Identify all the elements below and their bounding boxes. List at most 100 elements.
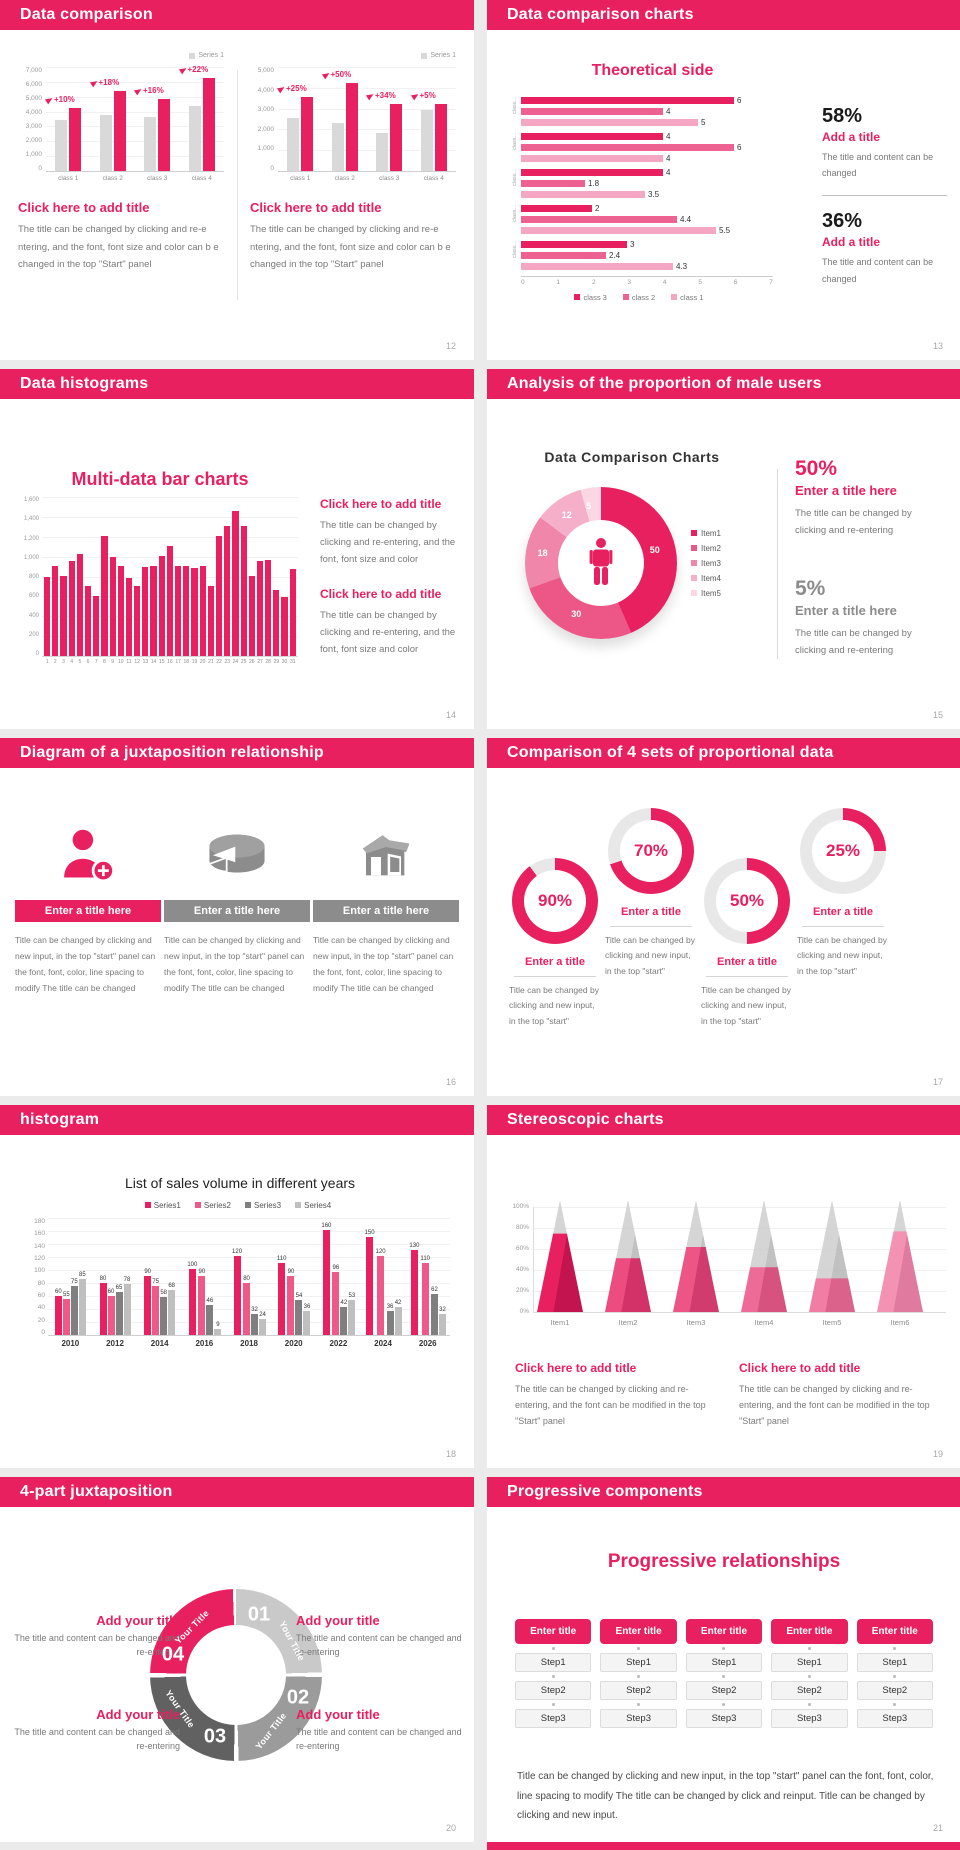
slide-header: Comparison of 4 sets of proportional dat…: [487, 738, 960, 768]
ring-body: Title can be changed by clicking and new…: [605, 935, 695, 976]
bar: [70, 1286, 78, 1335]
growth-label: +5%: [410, 91, 436, 100]
ring-body: Title can be changed by clicking and new…: [509, 985, 599, 1026]
bar: [55, 120, 68, 171]
block-body: The title can be changed by clicking and…: [320, 610, 456, 656]
bar-group: 80 60 65 78: [93, 1218, 138, 1335]
value-label: 24: [259, 1312, 266, 1318]
page-number: 12: [445, 341, 456, 351]
bar: [348, 1300, 356, 1335]
step-box: Step1: [856, 1653, 933, 1672]
bar: [142, 567, 149, 656]
bar-group: class… 4 6 4: [512, 132, 800, 163]
growth-label: +10%: [44, 95, 75, 104]
bar-chart-left: Series 1 7,000 6,000 5,000 4,000 3,000 2,000 1,…: [18, 52, 224, 182]
divider: [610, 926, 692, 927]
block-title: Click here to add title: [18, 200, 150, 215]
bar: [331, 123, 344, 171]
bar: [93, 596, 100, 656]
bar: [248, 576, 255, 656]
value-label: 120: [232, 1249, 243, 1255]
bar: [243, 1283, 251, 1335]
bar-group: 160 96 42 53: [316, 1218, 361, 1335]
block-title: Add your title: [296, 1613, 380, 1628]
page-number: 13: [932, 341, 943, 351]
bar: [215, 536, 223, 656]
stat-title: Enter a title here: [795, 483, 897, 498]
divider: [706, 976, 788, 977]
bar-group: class… 4 1.8 3.5: [512, 168, 800, 199]
step-box: Step3: [856, 1709, 933, 1728]
bar-group: +18%: [89, 67, 136, 171]
value-label: 6: [737, 96, 742, 105]
stat-body: The title and content can be changed: [822, 257, 934, 284]
page-number: 17: [932, 1077, 943, 1087]
slide-12-data-comparison[interactable]: Data comparison Series 1 7,000 6,000 5,000 4…: [0, 0, 474, 360]
slide-header: Progressive components: [487, 1477, 960, 1507]
next-slide-header-peek: [487, 1842, 960, 1850]
block-title: Click here to add title: [250, 200, 382, 215]
bar: [78, 1279, 86, 1335]
stat-percent: 36%: [822, 210, 863, 233]
slide-16-juxtaposition-diagram[interactable]: Diagram of a juxtaposition relationship …: [0, 738, 474, 1096]
bar: [158, 556, 165, 656]
bar: [158, 99, 171, 171]
block-body: The title can be changed by clicking and…: [739, 1384, 930, 1427]
slide-14-data-histograms[interactable]: Data histograms Multi-data bar charts 1,…: [0, 369, 474, 729]
slide-18-histogram[interactable]: histogram List of sales volume in differ…: [0, 1105, 474, 1468]
value-label: 75: [70, 1279, 78, 1285]
baseline: [533, 1312, 946, 1313]
building-icon: [313, 822, 459, 892]
step-box: Step2: [856, 1681, 933, 1700]
value-label: 36: [303, 1304, 311, 1310]
y-tick: 80%: [515, 1224, 529, 1231]
arrow-icon: [276, 84, 287, 93]
y-tick: 0%: [519, 1308, 529, 1315]
pyramid-chart: 100% 80% 60% 40% 20% 0% Item1 Item2 Item3 Item4 It…: [505, 1197, 950, 1347]
enter-title-button[interactable]: Enter title: [685, 1619, 763, 1644]
slide-13-data-comparison-charts[interactable]: Data comparison charts Theoretical side …: [487, 0, 960, 360]
bar-group: 130 110 62 32: [405, 1218, 450, 1335]
category-label: class…: [512, 95, 519, 115]
value-label: 68: [168, 1283, 176, 1289]
value-label: 130: [409, 1243, 420, 1249]
value-label: 42: [394, 1300, 402, 1306]
dot-separator: [637, 1703, 641, 1706]
dot-separator: [637, 1675, 641, 1678]
category-label: class…: [512, 203, 519, 223]
slide-17-proportional-data[interactable]: Comparison of 4 sets of proportional dat…: [487, 738, 960, 1096]
enter-title-button[interactable]: Enter title: [771, 1619, 848, 1644]
bar: [521, 216, 677, 223]
bar: [144, 1276, 152, 1335]
y-tick: 60%: [515, 1245, 529, 1252]
bar: [289, 569, 296, 656]
slide-20-4-part-juxtaposition[interactable]: 4-part juxtaposition 01 02 03 04 Your Ti…: [0, 1477, 474, 1842]
enter-title-button[interactable]: Enter title: [856, 1619, 933, 1644]
bar: [265, 560, 272, 656]
value-label: 90: [144, 1269, 152, 1275]
slide-19-stereoscopic-charts[interactable]: Stereoscopic charts 100% 80% 60% 40% 20% 0% It…: [487, 1105, 960, 1468]
bar: [521, 155, 663, 162]
value-label: 32: [439, 1307, 446, 1313]
bar: [301, 97, 314, 171]
bar-group: +25%: [276, 67, 323, 171]
value-label: 90: [198, 1269, 206, 1275]
bar-chart-right: Series 1 5,000 4,000 3,000 2,000 1,000 0 +25% +5…: [250, 52, 456, 182]
enter-title-button[interactable]: Enter title: [600, 1619, 677, 1644]
bar-group: 100 90 46 9: [182, 1218, 227, 1335]
value-label: 4.3: [676, 262, 688, 271]
bar: [303, 1311, 311, 1335]
slide-15-male-users-proportion[interactable]: Analysis of the proportion of male users…: [487, 369, 960, 729]
enter-title-button[interactable]: Enter title: [515, 1619, 592, 1644]
donut: 50 30 18 12 5: [525, 487, 677, 639]
step-box: Step2: [600, 1681, 677, 1700]
block-body: The title and content can be changed and…: [296, 1727, 462, 1752]
stat-body: The title can be changed by clicking and…: [795, 508, 912, 537]
bar: [54, 1296, 62, 1335]
page-number: 18: [445, 1449, 456, 1459]
slide-21-progressive-components[interactable]: Progressive components Progressive relat…: [487, 1477, 960, 1842]
block-title: Click here to add title: [320, 497, 442, 511]
slide-header-title: histogram: [20, 1111, 100, 1128]
value-label: 42: [340, 1300, 348, 1306]
value-label: 65: [115, 1285, 123, 1291]
